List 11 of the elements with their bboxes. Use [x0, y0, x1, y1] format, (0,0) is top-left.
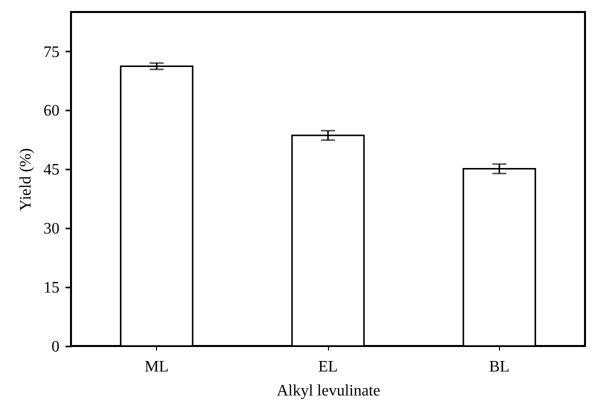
- x-axis-title: Alkyl levulinate: [276, 382, 380, 400]
- x-tick-label: BL: [489, 358, 510, 376]
- y-tick-label: 30: [44, 220, 60, 238]
- y-tick-label: 0: [52, 338, 60, 356]
- x-tick-label: ML: [144, 358, 169, 376]
- y-tick-label: 60: [44, 102, 60, 120]
- y-tick-label: 15: [44, 280, 60, 297]
- y-tick-label: 45: [44, 162, 60, 179]
- y-axis-title: Yield (%): [18, 148, 34, 211]
- x-tick-label: EL: [318, 358, 338, 376]
- y-tick-label: 75: [44, 44, 60, 61]
